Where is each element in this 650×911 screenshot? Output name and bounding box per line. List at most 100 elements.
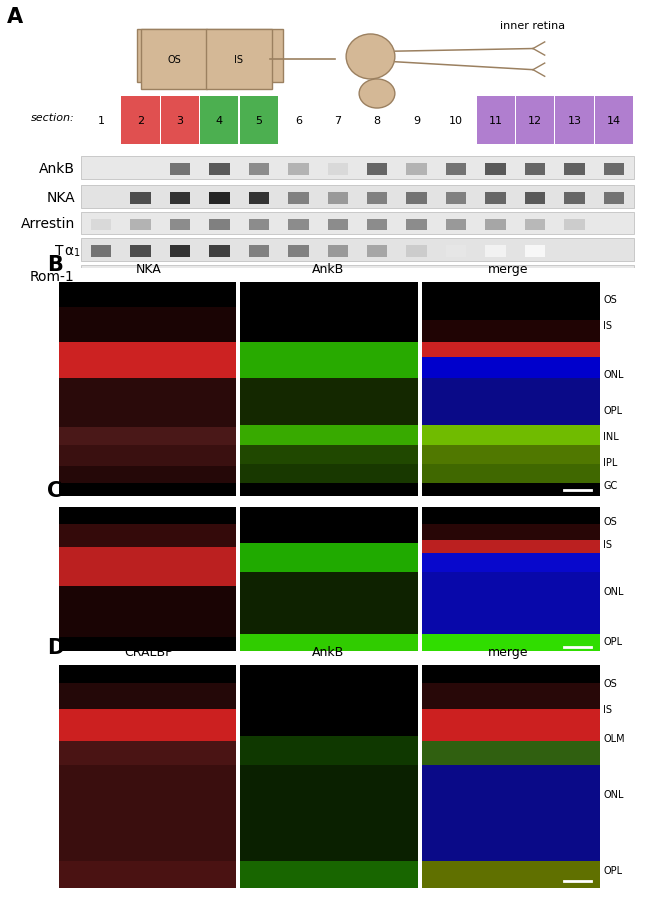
Bar: [58, 343, 237, 379]
Bar: [170, 272, 190, 284]
Bar: [367, 220, 387, 231]
Bar: [58, 428, 237, 445]
Text: OPL: OPL: [603, 406, 622, 415]
Text: 6: 6: [295, 116, 302, 126]
Bar: [446, 246, 467, 258]
Bar: [81, 265, 634, 288]
Text: ONL: ONL: [603, 370, 624, 380]
Bar: [58, 525, 237, 548]
Text: 8: 8: [374, 116, 381, 126]
Bar: [209, 193, 229, 205]
Text: ONL: ONL: [603, 790, 624, 800]
Bar: [58, 445, 237, 466]
Text: 5: 5: [255, 116, 263, 126]
Text: OLM: OLM: [603, 733, 625, 743]
Bar: [240, 379, 418, 425]
Text: INL: INL: [603, 432, 619, 442]
Bar: [240, 862, 418, 888]
Bar: [58, 710, 237, 741]
Bar: [422, 540, 600, 554]
Bar: [58, 379, 237, 428]
Bar: [248, 246, 269, 258]
Bar: [422, 572, 600, 634]
Bar: [422, 507, 600, 525]
Text: OPL: OPL: [603, 636, 622, 646]
Bar: [58, 587, 237, 637]
Bar: [161, 97, 199, 145]
Bar: [564, 164, 585, 176]
Text: 11: 11: [489, 116, 502, 126]
Bar: [240, 736, 418, 765]
Bar: [367, 164, 387, 176]
Text: OS: OS: [167, 55, 181, 65]
Bar: [486, 220, 506, 231]
Text: A: A: [6, 7, 23, 27]
Bar: [170, 246, 190, 258]
Text: OS: OS: [603, 294, 617, 304]
Bar: [130, 193, 151, 205]
Bar: [422, 445, 600, 465]
Bar: [328, 246, 348, 258]
Bar: [422, 634, 600, 651]
Ellipse shape: [359, 80, 395, 109]
Bar: [58, 665, 237, 683]
Bar: [58, 637, 237, 651]
Bar: [58, 282, 237, 308]
Bar: [58, 308, 237, 343]
Text: ONL: ONL: [603, 586, 624, 596]
Text: 1: 1: [74, 248, 80, 258]
Bar: [422, 321, 600, 343]
Text: 7: 7: [334, 116, 341, 126]
Bar: [130, 220, 151, 231]
Bar: [422, 465, 600, 484]
Bar: [422, 343, 600, 357]
Bar: [422, 554, 600, 572]
Text: merge: merge: [488, 645, 528, 659]
Bar: [240, 634, 418, 651]
Text: Rom-1: Rom-1: [30, 270, 75, 283]
Bar: [240, 425, 418, 445]
Bar: [422, 765, 600, 862]
Bar: [200, 97, 239, 145]
Bar: [91, 220, 111, 231]
Bar: [422, 484, 600, 496]
Bar: [525, 193, 545, 205]
Bar: [595, 97, 633, 145]
Bar: [58, 507, 237, 525]
Bar: [130, 272, 151, 284]
Bar: [240, 282, 418, 308]
Bar: [525, 220, 545, 231]
Bar: [240, 572, 418, 634]
Bar: [248, 220, 269, 231]
Bar: [122, 97, 159, 145]
Bar: [209, 272, 229, 284]
Ellipse shape: [346, 35, 395, 80]
Bar: [288, 193, 309, 205]
Bar: [288, 164, 309, 176]
Bar: [564, 220, 585, 231]
Text: 4: 4: [216, 116, 223, 126]
Bar: [81, 186, 634, 209]
Bar: [240, 705, 418, 736]
Bar: [446, 164, 467, 176]
Bar: [248, 272, 269, 284]
Bar: [422, 425, 600, 445]
FancyBboxPatch shape: [136, 30, 283, 83]
Bar: [58, 548, 237, 587]
Bar: [604, 164, 624, 176]
Text: AnkB: AnkB: [39, 161, 75, 175]
Text: section:: section:: [31, 113, 75, 123]
Text: 10: 10: [449, 116, 463, 126]
Bar: [525, 164, 545, 176]
Text: C: C: [47, 480, 62, 500]
Text: B: B: [47, 255, 62, 275]
Bar: [81, 239, 634, 261]
Bar: [525, 246, 545, 258]
Bar: [58, 741, 237, 765]
Bar: [240, 484, 418, 496]
Bar: [240, 97, 278, 145]
Text: OS: OS: [603, 678, 617, 688]
Text: NKA: NKA: [46, 190, 75, 204]
Bar: [446, 220, 467, 231]
Bar: [328, 220, 348, 231]
